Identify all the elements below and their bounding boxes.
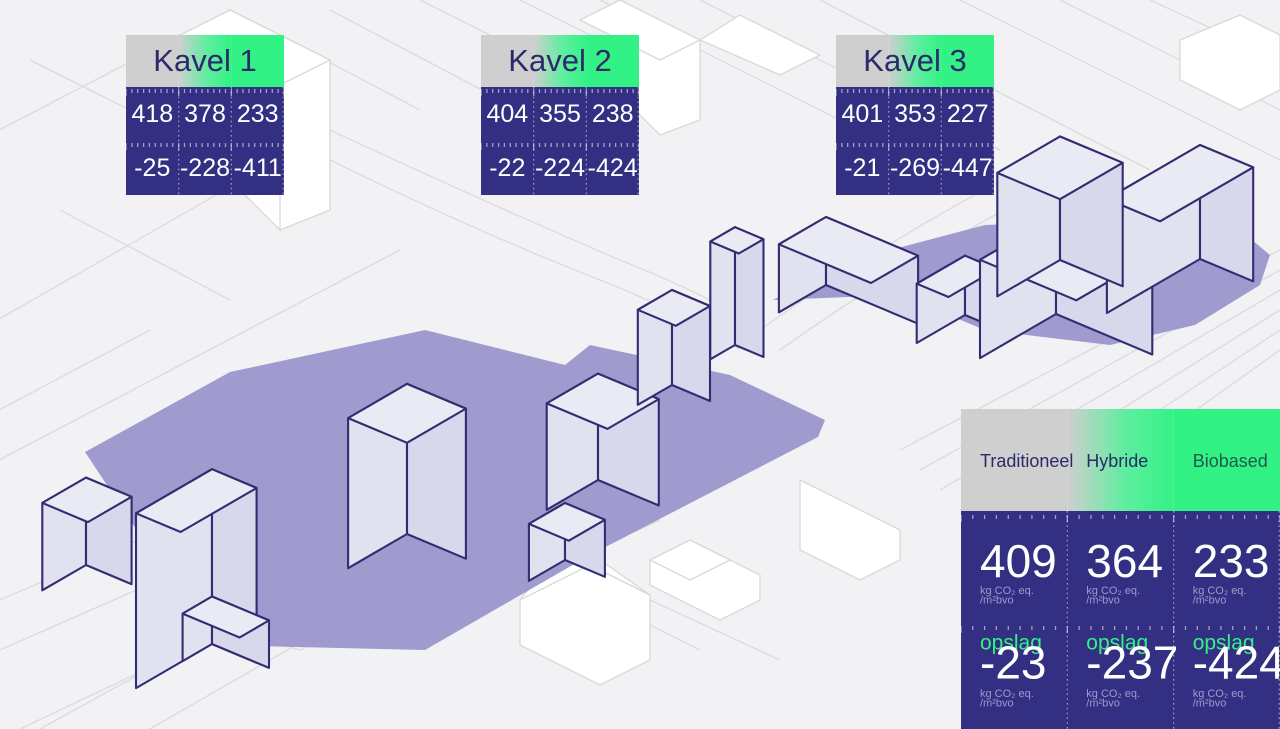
svg-text:227: 227 xyxy=(947,100,989,128)
svg-text:-424: -424 xyxy=(588,154,638,182)
svg-text:-447: -447 xyxy=(943,154,993,182)
svg-text:-224: -224 xyxy=(535,154,585,182)
svg-text:-269: -269 xyxy=(890,154,940,182)
svg-text:409: 409 xyxy=(980,535,1057,587)
svg-text:378: 378 xyxy=(184,100,226,128)
svg-text:/m²bvo: /m²bvo xyxy=(980,594,1014,606)
svg-text:-22: -22 xyxy=(489,154,525,182)
svg-text:-237: -237 xyxy=(1086,637,1178,689)
svg-text:404: 404 xyxy=(486,100,528,128)
svg-text:Traditioneel: Traditioneel xyxy=(980,451,1073,471)
svg-text:401: 401 xyxy=(841,100,883,128)
svg-text:-25: -25 xyxy=(134,154,170,182)
svg-text:-424: -424 xyxy=(1193,637,1280,689)
svg-text:364: 364 xyxy=(1086,535,1163,587)
svg-text:/m²bvo: /m²bvo xyxy=(1193,594,1227,606)
svg-text:355: 355 xyxy=(539,100,581,128)
svg-text:-21: -21 xyxy=(844,154,880,182)
svg-text:Hybride: Hybride xyxy=(1086,451,1148,471)
svg-text:418: 418 xyxy=(131,100,173,128)
svg-text:/m²bvo: /m²bvo xyxy=(1193,697,1227,709)
svg-text:Biobased: Biobased xyxy=(1193,451,1268,471)
svg-text:238: 238 xyxy=(592,100,634,128)
svg-text:-228: -228 xyxy=(180,154,230,182)
svg-text:233: 233 xyxy=(237,100,279,128)
svg-text:-23: -23 xyxy=(980,637,1046,689)
svg-text:/m²bvo: /m²bvo xyxy=(980,697,1014,709)
svg-text:353: 353 xyxy=(894,100,936,128)
svg-text:-411: -411 xyxy=(234,154,282,182)
svg-text:233: 233 xyxy=(1193,535,1270,587)
svg-text:/m²bvo: /m²bvo xyxy=(1086,594,1120,606)
svg-text:/m²bvo: /m²bvo xyxy=(1086,697,1120,709)
